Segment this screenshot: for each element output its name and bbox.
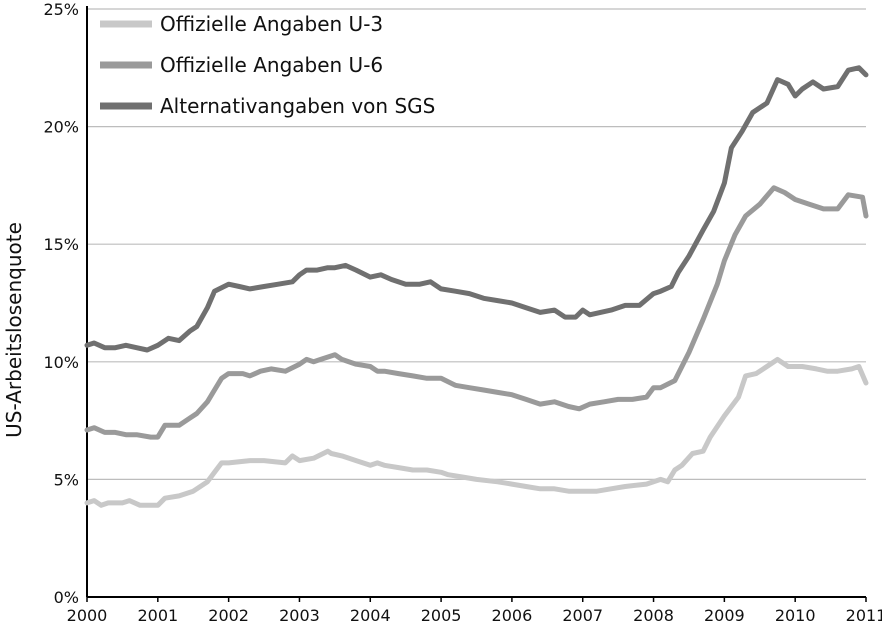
x-tick-labels: 2000 2001 2002 2003 2004 2005 2006 2007 2008 2009… [67,597,882,625]
x-tick-label: 2006 [492,606,533,625]
series-line [84,356,869,508]
gridlines [87,8,866,480]
x-tick-label: 2010 [775,606,816,625]
series-lines [84,65,869,508]
x-tick-label: 2002 [208,606,249,625]
y-tick-label: 5% [54,470,79,489]
x-tick-label: 2011 [846,606,882,625]
x-tick-label: 2005 [421,606,462,625]
y-tick-label: 20% [43,118,79,137]
legend-label: Alternativangaben von SGS [160,94,435,118]
legend-label: Offizielle Angaben U-3 [160,12,383,36]
x-tick-label: 2009 [704,606,745,625]
x-tick-label: 2007 [562,606,603,625]
y-tick-label: 15% [43,235,79,254]
y-tick-label: 25% [43,0,79,19]
series-line [84,185,869,440]
legend: Offizielle Angaben U-3 Offizielle Angaben… [100,12,435,118]
x-tick-label: 2000 [67,606,108,625]
x-tick-label: 2004 [350,606,391,625]
x-tick-label: 2003 [279,606,320,625]
y-tick-label: 10% [43,353,79,372]
y-axis-label: US-Arbeitslosenquote [2,222,26,438]
x-tick-label: 2001 [137,606,178,625]
y-tick-label: 0% [54,588,79,607]
legend-label: Offizielle Angaben U-6 [160,53,383,77]
series-line [84,65,869,353]
x-tick-label: 2008 [633,606,674,625]
y-tick-labels: 0% 5% 10% 15% 20% 25% [43,0,79,607]
